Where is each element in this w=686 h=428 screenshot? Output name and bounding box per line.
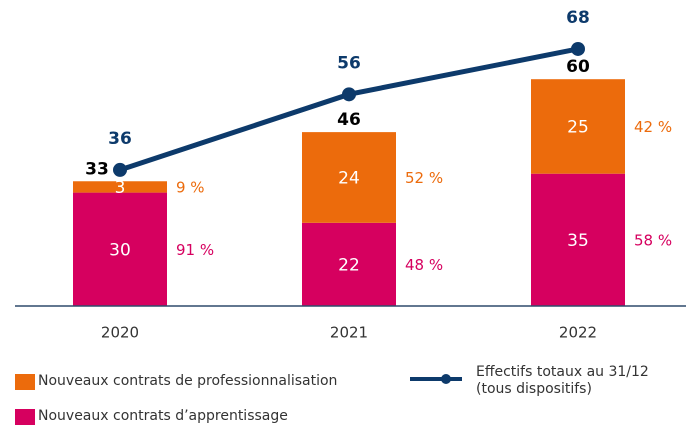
- total-label: 33: [85, 159, 109, 179]
- line-point: [342, 87, 356, 102]
- total-label: 46: [337, 110, 361, 130]
- bar-segment: [73, 181, 167, 193]
- bar-segment: [73, 192, 167, 306]
- legend-label: Nouveaux contrats de professionnalisatio…: [38, 373, 338, 389]
- line-label: 36: [108, 129, 132, 149]
- share-label: 9 %: [176, 178, 205, 196]
- line-label: 68: [566, 8, 590, 28]
- legend-swatch: [15, 409, 35, 425]
- legend-dot: [441, 374, 451, 384]
- legend-label: Effectifs totaux au 31/12 (tous disposit…: [476, 364, 649, 397]
- segment-label: 24: [338, 168, 360, 188]
- x-tick-label: 2020: [101, 324, 139, 342]
- segment-label: 30: [109, 240, 131, 260]
- share-label: 52 %: [405, 169, 443, 187]
- share-label: 91 %: [176, 241, 214, 259]
- bar-segment: [302, 132, 396, 223]
- bar-segment: [302, 222, 396, 306]
- segment-label: 35: [567, 231, 589, 251]
- share-label: 58 %: [634, 231, 672, 249]
- share-label: 48 %: [405, 256, 443, 274]
- segment-label: 3: [115, 178, 126, 198]
- line-point: [571, 41, 585, 56]
- bar-segment: [531, 79, 625, 174]
- share-label: 42 %: [634, 118, 672, 136]
- total-label: 60: [566, 57, 590, 77]
- x-tick-label: 2021: [330, 324, 368, 342]
- segment-label: 22: [338, 255, 360, 275]
- line-label: 56: [337, 53, 361, 73]
- legend-label: Nouveaux contrats d’apprentissage: [38, 408, 288, 424]
- segment-label: 25: [567, 117, 589, 137]
- line-point: [113, 162, 127, 177]
- bar-segment: [531, 173, 625, 306]
- x-tick-label: 2022: [559, 324, 597, 342]
- legend-swatch: [15, 374, 35, 390]
